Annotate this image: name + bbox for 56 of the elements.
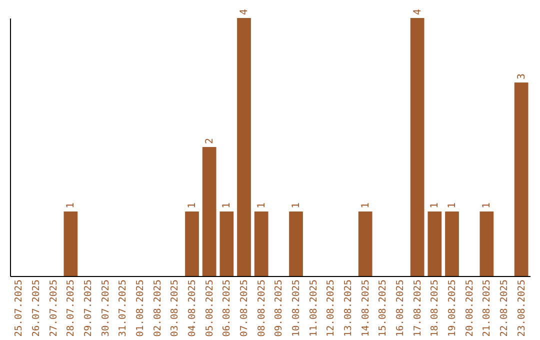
x-tick-label: 25.07.2025 — [14, 280, 25, 337]
x-tick-label: 12.08.2025 — [326, 280, 337, 337]
x-tick-label: 21.08.2025 — [482, 280, 493, 337]
x-tick-label: 07.08.2025 — [239, 280, 250, 337]
data-label: 3 — [516, 73, 528, 80]
data-label: 1 — [482, 202, 493, 208]
data-label: 4 — [239, 8, 250, 15]
x-tick-label: 28.07.2025 — [66, 280, 77, 337]
data-label: 1 — [66, 202, 77, 208]
data-label: 1 — [187, 202, 198, 208]
x-tick-label: 02.08.2025 — [152, 280, 164, 337]
x-tick-label: 29.07.2025 — [83, 280, 94, 337]
x-tick-label: 16.08.2025 — [395, 280, 406, 337]
data-label: 1 — [430, 202, 441, 208]
data-label: 1 — [447, 202, 458, 208]
x-tick-label: 30.07.2025 — [100, 280, 112, 337]
x-tick-label: 22.08.2025 — [499, 280, 510, 337]
x-tick-label: 05.08.2025 — [204, 280, 216, 337]
bar — [358, 212, 372, 276]
x-tick-label: 03.08.2025 — [170, 280, 181, 337]
x-tick-label: 26.07.2025 — [31, 280, 42, 337]
x-tick-label: 10.08.2025 — [291, 280, 302, 337]
bar — [254, 212, 268, 276]
x-tick-label: 18.08.2025 — [430, 280, 441, 337]
data-label: 1 — [256, 202, 268, 208]
x-tick-label: 06.08.2025 — [222, 280, 233, 337]
data-label: 1 — [222, 202, 233, 208]
x-tick-label: 11.08.2025 — [308, 280, 320, 337]
bar — [202, 147, 216, 276]
x-tick-label: 14.08.2025 — [360, 280, 372, 337]
x-tick-label: 17.08.2025 — [412, 280, 424, 337]
x-tick-label: 27.07.2025 — [48, 280, 60, 337]
data-label: 4 — [412, 8, 424, 15]
x-tick-label: 04.08.2025 — [187, 280, 198, 337]
bar — [64, 212, 78, 276]
x-tick-label: 08.08.2025 — [256, 280, 268, 337]
bar — [289, 212, 303, 276]
x-tick-label: 20.08.2025 — [464, 280, 476, 337]
x-tick-label: 23.08.2025 — [516, 280, 528, 337]
x-tick-label: 01.08.2025 — [135, 280, 146, 337]
bar — [237, 18, 251, 276]
x-tick-label: 15.08.2025 — [378, 280, 389, 337]
data-label: 2 — [204, 138, 216, 144]
x-tick-label: 09.08.2025 — [274, 280, 285, 337]
bar — [220, 212, 234, 276]
bar — [410, 18, 424, 276]
bar — [480, 212, 494, 276]
bar — [514, 82, 528, 276]
x-tick-label: 19.08.2025 — [447, 280, 458, 337]
x-tick-label: 31.07.2025 — [118, 280, 129, 337]
data-label: 1 — [291, 202, 302, 208]
bar — [445, 212, 459, 276]
data-label: 1 — [360, 202, 372, 208]
x-tick-label: 13.08.2025 — [343, 280, 354, 337]
bar — [428, 212, 442, 276]
bar — [185, 212, 199, 276]
